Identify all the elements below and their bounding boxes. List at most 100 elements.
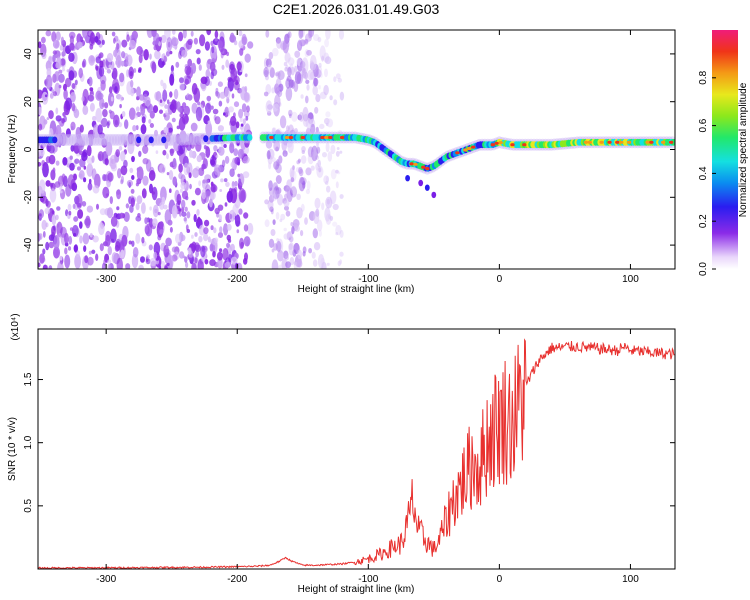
noise-speck (159, 164, 166, 174)
noise-speck (83, 177, 87, 183)
noise-speck (95, 56, 101, 64)
noise-speck (339, 194, 344, 199)
ridge-halo (126, 133, 135, 146)
noise-speck (107, 259, 112, 265)
noise-speck (121, 111, 126, 118)
noise-speck (38, 144, 42, 158)
noise-speck (148, 119, 152, 124)
noise-speck (304, 71, 308, 80)
noise-speck (103, 174, 110, 182)
noise-speck (335, 232, 339, 236)
noise-speck (114, 86, 118, 93)
noise-speck (238, 173, 245, 186)
ridge-peak (619, 140, 624, 144)
noise-speck (149, 123, 154, 128)
noise-speck (88, 139, 94, 147)
noise-speck (91, 168, 97, 180)
noise-speck (287, 139, 294, 154)
noise-speck (320, 257, 326, 267)
noise-speck (214, 30, 219, 39)
noise-speck (301, 57, 309, 74)
noise-speck (243, 236, 251, 247)
ridge-peak (583, 140, 589, 144)
snr-plot-area (38, 329, 675, 569)
ridge-peak (339, 135, 345, 140)
noise-speck (218, 146, 225, 156)
noise-speck (204, 76, 210, 87)
noise-speck (101, 138, 108, 148)
colorbar: 0.0 0.2 0.4 0.6 0.8 Normalized spectral ampl… (698, 30, 749, 276)
noise-speck (50, 182, 53, 188)
noise-speck (269, 67, 275, 78)
noise-speck (136, 178, 142, 185)
noise-speck (103, 259, 107, 266)
noise-speck (107, 172, 114, 182)
noise-speck (301, 155, 307, 164)
ridge-halo (189, 133, 198, 146)
noise-speck (318, 62, 322, 68)
noise-speck (301, 146, 306, 153)
noise-speck (286, 179, 292, 190)
noise-speck (166, 153, 169, 160)
noise-speck (166, 254, 174, 269)
noise-speck (333, 99, 338, 106)
noise-speck (205, 179, 210, 184)
noise-speck (294, 127, 298, 134)
noise-speck (118, 145, 123, 151)
ridge-halo (97, 133, 106, 146)
noise-speck (159, 99, 163, 103)
noise-speck (54, 181, 61, 188)
noise-speck (192, 167, 200, 179)
noise-speck (337, 171, 341, 175)
noise-speck (100, 79, 106, 91)
colorbar-ticks: 0.0 0.2 0.4 0.6 0.8 (698, 70, 716, 276)
noise-speck (179, 251, 185, 259)
noise-speck (129, 39, 136, 50)
ridge-peak (490, 143, 495, 147)
noise-speck (72, 224, 79, 237)
noise-speck (277, 238, 284, 254)
snr-series-line (38, 338, 675, 569)
noise-speck (239, 190, 246, 203)
noise-speck (49, 92, 54, 99)
noise-speck (179, 82, 185, 91)
noise-speck (105, 141, 113, 156)
noise-speck (38, 162, 42, 167)
noise-speck (201, 163, 206, 170)
noise-speck (142, 158, 149, 165)
noise-speck (166, 172, 170, 176)
noise-speck (84, 255, 89, 264)
noise-speck (130, 79, 134, 88)
noise-speck (177, 200, 181, 205)
ridge-peak (522, 143, 527, 147)
noise-speck (102, 109, 108, 118)
noise-speck (188, 172, 192, 179)
noise-speck (157, 211, 161, 216)
noise-speck (171, 117, 176, 123)
noise-speck (89, 87, 94, 92)
noise-speck (140, 106, 146, 116)
noise-speck (330, 169, 337, 180)
noise-speck (275, 72, 279, 77)
noise-speck (319, 72, 323, 78)
noise-speck (159, 221, 164, 229)
noise-speck (99, 208, 107, 216)
noise-speck (210, 105, 214, 110)
noise-speck (272, 186, 280, 200)
noise-speck (226, 234, 231, 241)
noise-speck (278, 155, 283, 164)
noise-speck (268, 52, 274, 60)
noise-speck (264, 199, 269, 205)
noise-speck (70, 178, 76, 191)
ridge-halo (106, 133, 115, 146)
noise-speck (144, 217, 148, 225)
noise-speck (287, 66, 292, 77)
noise-speck (209, 259, 216, 267)
noise-speck (226, 190, 233, 203)
noise-speck (211, 244, 216, 252)
noise-speck (55, 214, 59, 221)
noise-speck (148, 244, 153, 251)
noise-speck (107, 263, 111, 269)
noise-speck (293, 261, 298, 266)
